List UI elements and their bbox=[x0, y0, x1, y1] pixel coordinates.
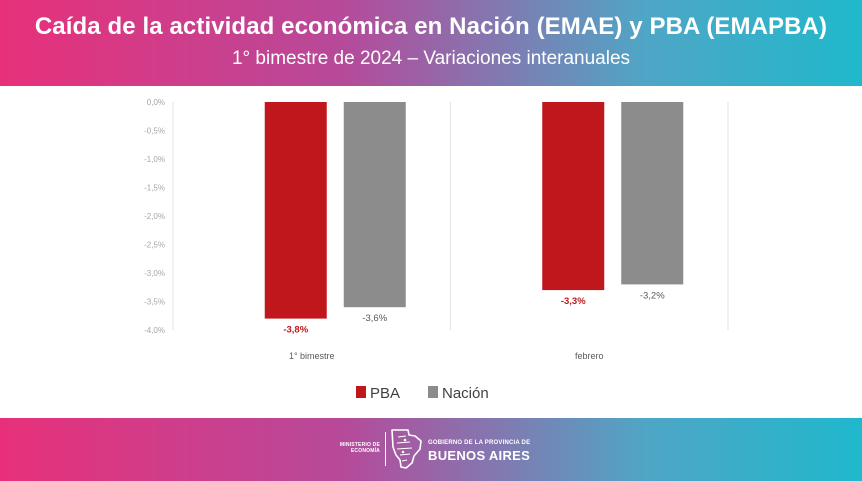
y-tick-label: -2,0% bbox=[144, 212, 165, 221]
logo-divider bbox=[385, 432, 386, 466]
category-dividers bbox=[172, 102, 729, 330]
legend-label-pba: PBA bbox=[370, 385, 400, 402]
bar-value-label: -3,2% bbox=[640, 290, 665, 301]
y-axis-ticks: 0,0% -0,5% -1,0% -1,5% -2,0% -2,5% -3,0% -3,5% -… bbox=[144, 98, 165, 335]
legend: PBA Nación bbox=[356, 385, 489, 402]
page-subtitle: 1° bimestre de 2024 – Variaciones intera… bbox=[231, 48, 631, 69]
bar-chart: 0,0% -0,5% -1,0% -1,5% -2,0% -2,5% -3,0% -3,5% -… bbox=[144, 98, 729, 402]
y-tick-label: -2,5% bbox=[144, 241, 165, 250]
legend-swatch-pba bbox=[356, 386, 366, 398]
bar-value-label: -3,6% bbox=[362, 313, 387, 324]
page-title: Caída de la actividad económica en Nació… bbox=[34, 13, 828, 40]
bar-value-label: -3,8% bbox=[283, 325, 308, 336]
gov-top-text: GOBIERNO DE LA PROVINCIA DE bbox=[428, 440, 531, 446]
legend-label-nación: Nación bbox=[442, 385, 489, 402]
category-label: febrero bbox=[575, 351, 604, 361]
bar-pba-0 bbox=[264, 102, 327, 319]
province-map-logo-icon bbox=[391, 429, 422, 469]
gov-main-text: BUENOS AIRES bbox=[428, 448, 531, 463]
bar-pba-1 bbox=[542, 102, 605, 291]
y-tick-label: -1,5% bbox=[144, 184, 165, 193]
header-banner: Caída de la actividad económica en Nació… bbox=[0, 0, 862, 86]
legend-swatch-nación bbox=[428, 386, 438, 398]
ministry-text: MINISTERIO DE ECONOMÍA bbox=[339, 442, 380, 454]
category-label: 1° bimestre bbox=[289, 351, 335, 361]
y-tick-label: 0,0% bbox=[147, 98, 165, 107]
bar-value-labels: -3,8% -3,3% -3,6% -3,2% bbox=[283, 290, 665, 335]
category-labels: 1° bimestre febrero bbox=[289, 351, 604, 361]
bars bbox=[264, 102, 684, 319]
y-tick-label: -4,0% bbox=[144, 326, 165, 335]
bar-value-label: -3,3% bbox=[561, 296, 586, 307]
y-tick-label: -0,5% bbox=[144, 127, 165, 136]
bar-nación-1 bbox=[621, 102, 684, 285]
bar-nación-0 bbox=[343, 102, 406, 308]
y-tick-label: -1,0% bbox=[144, 155, 165, 164]
y-tick-label: -3,0% bbox=[144, 269, 165, 278]
y-tick-label: -3,5% bbox=[144, 298, 165, 307]
footer-banner: MINISTERIO DE ECONOMÍA GOBIERNO DE LA PR… bbox=[0, 418, 862, 481]
